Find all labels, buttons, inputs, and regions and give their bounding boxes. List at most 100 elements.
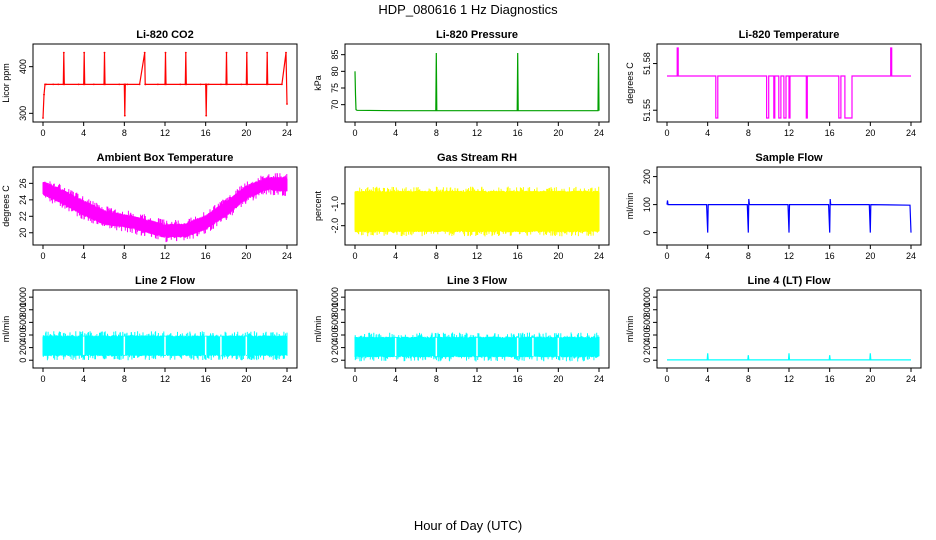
y-tick-label: 200 (642, 340, 652, 355)
data-point (205, 114, 208, 117)
x-tick-label: 4 (393, 374, 398, 384)
x-tick-label: 0 (664, 374, 669, 384)
series-line (667, 353, 911, 361)
chart-panel: Li-820 CO2 Licor ppm 0 4 8 12 16 20 24 300 400 (1, 29, 298, 138)
chart-panel: Line 4 (LT) Flow ml/min 0 4 8 12 16 20 24 0 200400… (625, 275, 922, 384)
x-tick-label: 24 (282, 251, 292, 261)
data-layer (667, 47, 911, 119)
data-point (124, 83, 127, 86)
data-point (77, 83, 80, 86)
y-tick-label: 400 (18, 59, 28, 74)
data-point (246, 83, 249, 86)
x-tick-label: 24 (282, 128, 292, 138)
y-tick-label: 20 (18, 228, 28, 238)
x-tick-label: 24 (594, 128, 604, 138)
x-tick-label: 20 (553, 251, 563, 261)
x-tick-label: 4 (393, 128, 398, 138)
data-point (45, 83, 47, 86)
data-point (266, 51, 269, 54)
x-tick-label: 12 (160, 251, 170, 261)
x-tick-label: 20 (865, 374, 875, 384)
y-tick-label: 70 (330, 100, 340, 110)
y-axis-label: Licor ppm (1, 63, 11, 103)
chart-title: Li-820 Temperature (739, 29, 840, 41)
x-tick-label: 0 (40, 128, 45, 138)
data-point (52, 83, 55, 86)
chart-panel: Line 2 Flow ml/min 0 4 8 12 16 20 24 0 20040060080… (1, 275, 298, 384)
y-axis-label: ml/min (1, 316, 11, 343)
x-tick-label: 8 (746, 251, 751, 261)
x-tick-label: 0 (40, 374, 45, 384)
figure-title: HDP_080616 1 Hz Diagnostics (378, 2, 558, 17)
y-tick-label: 800 (18, 302, 28, 317)
series-line (667, 47, 911, 119)
data-layer (42, 173, 288, 243)
y-tick-label: 600 (18, 315, 28, 330)
x-tick-label: 12 (784, 251, 794, 261)
x-tick-label: 8 (746, 374, 751, 384)
data-point (83, 83, 86, 86)
x-tick-label: 12 (160, 374, 170, 384)
x-tick-label: 12 (784, 374, 794, 384)
x-tick-label: 20 (865, 128, 875, 138)
series-band (42, 173, 288, 243)
data-layer (42, 51, 288, 119)
data-layer (666, 198, 912, 233)
data-point (42, 117, 44, 119)
x-tick-label: 8 (434, 251, 439, 261)
data-point (179, 83, 182, 86)
data-point (83, 51, 86, 54)
x-tick-label: 0 (664, 251, 669, 261)
x-tick-label: 20 (241, 128, 251, 138)
x-tick-label: 12 (472, 251, 482, 261)
data-point (226, 83, 228, 86)
series-line (354, 52, 600, 112)
x-tick-label: 4 (81, 374, 86, 384)
data-point (43, 93, 45, 96)
data-point (220, 83, 222, 86)
y-tick-label: 200 (642, 169, 652, 184)
x-tick-label: 16 (201, 374, 211, 384)
chart-title: Line 3 Flow (447, 275, 507, 287)
x-tick-label: 12 (472, 128, 482, 138)
data-point (185, 83, 188, 86)
data-point (164, 51, 167, 54)
data-point (104, 83, 106, 86)
y-tick-label: 100 (642, 197, 652, 212)
x-tick-label: 8 (122, 251, 127, 261)
y-tick-label: 400 (330, 327, 340, 342)
y-tick-label: 0 (642, 358, 652, 363)
chart-panel: Li-820 Pressure kPa 0 4 8 12 16 20 24 70 75 80 85 (313, 29, 610, 138)
series-band (354, 186, 600, 237)
x-tick-label: 20 (241, 374, 251, 384)
x-tick-label: 12 (472, 374, 482, 384)
y-tick-label: -2.0 (330, 218, 340, 234)
data-point (199, 83, 202, 86)
x-tick-label: 16 (825, 251, 835, 261)
chart-title: Li-820 CO2 (136, 29, 193, 41)
data-point (118, 83, 121, 86)
chart-title: Gas Stream RH (437, 152, 517, 164)
x-tick-label: 20 (553, 128, 563, 138)
data-point (123, 114, 126, 117)
y-tick-label: 1000 (330, 287, 340, 307)
y-tick-label: 51.58 (642, 52, 652, 75)
y-axis-label: percent (313, 190, 323, 221)
chart-panel: Gas Stream RH percent 0 4 8 12 16 20 24 -2.0 -1.0 (313, 152, 610, 261)
x-tick-label: 20 (241, 251, 251, 261)
x-tick-label: 0 (352, 251, 357, 261)
data-point (103, 51, 106, 54)
x-tick-label: 4 (705, 374, 710, 384)
chart-title: Line 2 Flow (135, 275, 195, 287)
data-point (240, 83, 243, 86)
data-point (184, 51, 187, 54)
x-tick-label: 24 (594, 251, 604, 261)
data-point (245, 51, 248, 54)
x-tick-label: 4 (81, 128, 86, 138)
data-layer (42, 331, 288, 361)
x-tick-label: 4 (705, 251, 710, 261)
x-tick-label: 8 (746, 128, 751, 138)
x-tick-label: 8 (122, 128, 127, 138)
x-tick-label: 0 (40, 251, 45, 261)
